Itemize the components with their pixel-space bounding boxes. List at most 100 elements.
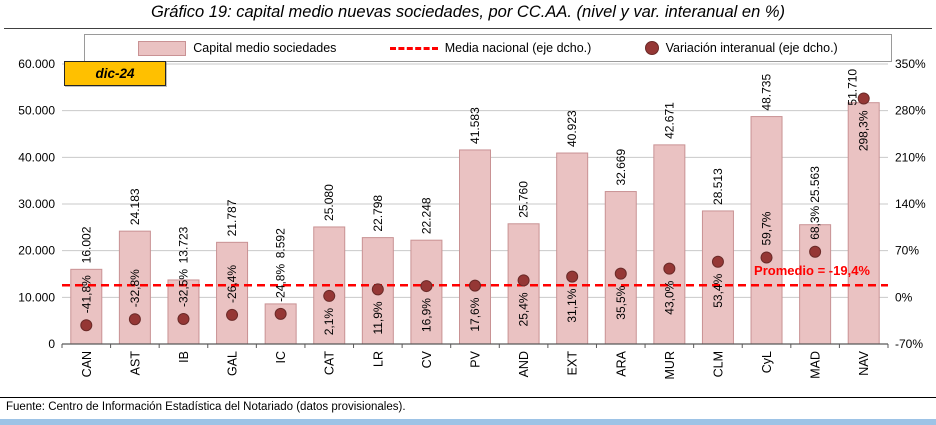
- variation-label: 59,7%: [760, 211, 774, 245]
- variation-label: 298,3%: [857, 110, 871, 151]
- y-axis-right-label: 210%: [895, 150, 926, 164]
- legend-label-dots: Variación interanual (eje dcho.): [665, 41, 838, 55]
- bar-value-label: 25.080: [322, 184, 336, 221]
- x-axis-label-CAT: CAT: [323, 351, 337, 375]
- x-axis-label-MAD: MAD: [809, 351, 823, 379]
- y-axis-right-label: 140%: [895, 197, 926, 211]
- variation-dot-PV: [469, 279, 481, 292]
- x-axis-label-ARA: ARA: [614, 350, 628, 376]
- x-axis-label-IC: IC: [274, 351, 288, 364]
- y-axis-left-label: 60.000: [18, 57, 55, 71]
- variation-label: -24,8%: [274, 264, 288, 302]
- variation-dot-EXT: [566, 270, 579, 283]
- x-axis-label-CyL: CyL: [760, 351, 774, 373]
- bar-value-label: 41.583: [468, 107, 482, 144]
- bar-value-label: 25.563: [808, 166, 822, 203]
- variation-dot-LR: [371, 283, 384, 296]
- x-axis-label-CLM: CLM: [711, 351, 725, 377]
- bar-value-label: 42.671: [662, 102, 676, 139]
- bar-EXT: [556, 152, 589, 345]
- x-axis-label-MUR: MUR: [663, 351, 677, 379]
- variation-label: 43,0%: [662, 280, 676, 314]
- variation-dot-ARA: [614, 267, 627, 280]
- variation-dot-IB: [177, 313, 190, 325]
- variation-dot-CAT: [323, 289, 336, 302]
- variation-dot-MAD: [809, 245, 822, 258]
- bar-value-label: 25.760: [517, 181, 531, 218]
- dashed-line-swatch-icon: [389, 46, 438, 50]
- legend-item-line: Media nacional (eje dcho.): [389, 41, 592, 55]
- y-axis-left-label: 20.000: [18, 244, 55, 258]
- legend-label-line: Media nacional (eje dcho.): [444, 41, 592, 55]
- bar-value-label: 48.735: [760, 74, 774, 111]
- y-axis-left-label: 40.000: [18, 150, 55, 164]
- bar-value-label: 22.798: [371, 195, 385, 232]
- variation-dot-CV: [420, 280, 433, 293]
- variation-label: 31,1%: [565, 288, 579, 322]
- x-axis-label-IB: IB: [177, 351, 191, 363]
- variation-label: 16,9%: [419, 298, 433, 332]
- bar-value-label: 16.002: [79, 226, 93, 263]
- bar-value-label: 28.513: [711, 168, 725, 205]
- x-axis-label-CAN: CAN: [80, 351, 94, 377]
- variation-dot-MUR: [663, 262, 676, 275]
- y-axis-left-label: 10.000: [18, 290, 55, 304]
- y-axis-right-label: 350%: [895, 57, 926, 71]
- bottom-accent-bar: [0, 419, 936, 425]
- variation-dot-CAN: [80, 319, 93, 332]
- y-axis-left-label: 30.000: [18, 197, 55, 211]
- variation-dot-IC: [274, 307, 287, 320]
- x-axis-label-GAL: GAL: [226, 351, 240, 376]
- bar-CV: [410, 239, 443, 345]
- bar-CyL: [750, 116, 783, 345]
- period-badge: dic-24: [64, 61, 166, 86]
- footer-divider: [0, 397, 936, 398]
- bar-value-label: 13.723: [176, 226, 190, 263]
- y-axis-right-label: 70%: [895, 244, 919, 258]
- x-axis-label-AST: AST: [128, 351, 142, 376]
- variation-dot-AST: [128, 313, 141, 326]
- x-axis-label-LR: LR: [371, 351, 385, 367]
- bar-swatch-icon: [138, 40, 187, 56]
- promedio-annotation: Promedio = -19,4%: [754, 263, 870, 278]
- bar-value-label: 32.669: [614, 149, 628, 186]
- y-axis-left-label: 50.000: [18, 104, 55, 118]
- y-axis-left-label: 0: [48, 337, 55, 351]
- variation-label: 17,6%: [468, 297, 482, 331]
- variation-label: 35,5%: [614, 285, 628, 319]
- bar-value-label: 24.183: [128, 188, 142, 225]
- variation-dot-CLM: [711, 255, 724, 268]
- chart-legend: Capital medio sociedades Media nacional …: [84, 34, 892, 62]
- bar-value-label: 51.710: [846, 69, 860, 106]
- bar-CAN: [70, 268, 103, 345]
- bar-value-label: 8.592: [274, 228, 288, 258]
- bar-value-label: 21.787: [225, 199, 239, 236]
- title-divider: [4, 28, 932, 29]
- y-axis-right-label: -70%: [895, 337, 923, 351]
- legend-label-bars: Capital medio sociedades: [193, 41, 337, 55]
- variation-label: 68,3%: [808, 205, 822, 239]
- variation-dot-NAV: [857, 92, 870, 105]
- bar-value-label: 22.248: [419, 197, 433, 234]
- bar-NAV: [847, 102, 880, 345]
- source-note: Fuente: Centro de Información Estadístic…: [6, 401, 406, 413]
- x-axis-label-EXT: EXT: [566, 351, 580, 376]
- variation-label: -26,4%: [225, 265, 239, 303]
- variation-label: 2,1%: [322, 308, 336, 336]
- y-axis-right-label: 0%: [895, 290, 913, 304]
- legend-item-bars: Capital medio sociedades: [138, 40, 337, 56]
- variation-label: -32,8%: [128, 269, 142, 307]
- x-axis-label-PV: PV: [469, 350, 483, 367]
- bar-value-label: 40.923: [565, 110, 579, 147]
- bar-GAL: [216, 241, 249, 345]
- x-axis-label-NAV: NAV: [857, 350, 871, 375]
- bar-PV: [459, 149, 491, 345]
- bar-CLM: [701, 210, 734, 345]
- bar-IB: [167, 279, 200, 345]
- variation-label: 25,4%: [517, 292, 531, 326]
- variation-label: -32,5%: [176, 269, 190, 307]
- variation-label: 11,9%: [371, 301, 385, 334]
- dot-swatch-icon: [644, 41, 659, 55]
- variation-dot-GAL: [226, 308, 239, 321]
